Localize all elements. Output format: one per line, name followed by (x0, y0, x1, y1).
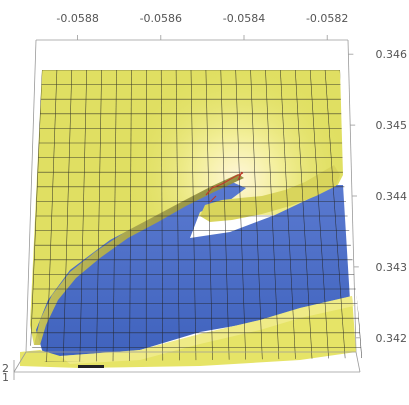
y-tick-label: 0.345 (376, 119, 408, 132)
y-tick-label: 0.343 (376, 261, 408, 274)
surface-right-cliff (200, 165, 340, 222)
z-axis: 2 1 (2, 362, 9, 384)
surface (20, 70, 363, 368)
y-tick-label: 0.346 (376, 48, 408, 61)
surface-peak-contour (205, 171, 244, 203)
x-tick-label: -0.0588 (56, 12, 98, 25)
surface-front-band-edge (60, 296, 354, 364)
plot-box-front (13, 351, 361, 380)
x-tick-label: -0.0584 (223, 12, 265, 25)
x-tick-label: -0.0582 (306, 12, 348, 25)
z-tick-label: 2 (2, 362, 9, 375)
surface-base-strip (78, 365, 104, 368)
y-axis: 0.346 0.345 0.344 0.343 0.342 (348, 48, 407, 345)
z-tick-label: 1 (2, 371, 9, 384)
y-tick-label: 0.344 (376, 190, 408, 203)
surface-lower-sheet (36, 182, 350, 360)
x-axis: -0.0588 -0.0586 -0.0584 -0.0582 (56, 12, 348, 40)
surface-mesh (29, 70, 363, 362)
y-tick-label: 0.342 (376, 332, 408, 345)
surface-front-band (20, 296, 356, 368)
x-tick-label: -0.0586 (140, 12, 182, 25)
